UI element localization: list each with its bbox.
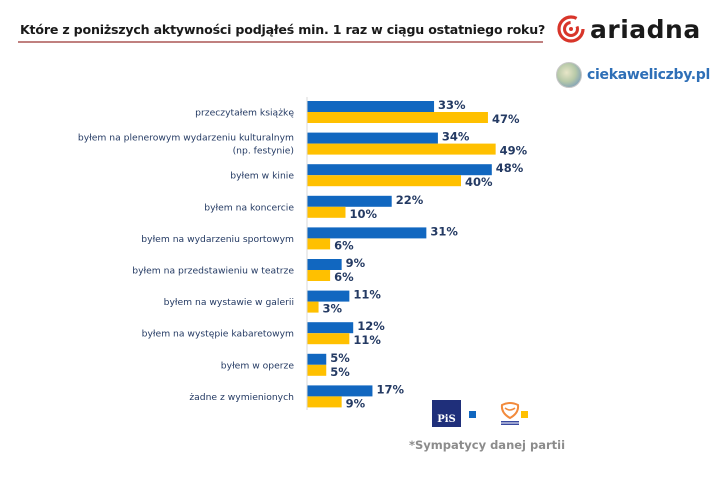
data-label: 11% xyxy=(353,288,381,302)
bar-po xyxy=(307,396,342,408)
bar-po xyxy=(307,143,496,155)
category-label-line: byłem na wystawie w galerii xyxy=(164,297,294,308)
data-label: 5% xyxy=(330,351,350,365)
data-label: 12% xyxy=(357,319,385,333)
category-label-line: (np. festynie) xyxy=(233,146,294,157)
category-label-line: byłem na koncercie xyxy=(204,202,294,213)
data-label: 9% xyxy=(346,396,366,410)
category-label: byłem w kinie xyxy=(230,171,294,182)
category-label: przeczytałem książkę xyxy=(195,108,294,119)
bar-po xyxy=(307,270,331,281)
ariadna-wordmark: ariadna xyxy=(590,14,701,44)
data-label: 5% xyxy=(330,365,350,379)
legend-swatch-pis xyxy=(469,411,476,418)
pis-logo-text: PiS xyxy=(437,414,456,425)
category-label-line: byłem na wydarzeniu sportowym xyxy=(141,234,294,245)
data-label: 47% xyxy=(492,112,520,126)
bar-pis xyxy=(307,322,354,334)
data-label: 40% xyxy=(465,175,493,189)
legend-swatch-po xyxy=(521,411,528,418)
pis-party-logo: PiS xyxy=(432,400,461,427)
category-label-line: byłem w kinie xyxy=(230,171,294,182)
category-label-line: byłem na przedstawieniu w teatrze xyxy=(132,266,294,277)
category-label: byłem na przedstawieniu w teatrze xyxy=(132,266,294,277)
data-label: 11% xyxy=(353,333,381,347)
ariadna-spiral-icon xyxy=(557,15,585,43)
data-label: 49% xyxy=(500,144,528,158)
category-label: byłem w operze xyxy=(221,360,295,371)
title-underline xyxy=(18,41,543,43)
bar-po xyxy=(307,364,327,376)
data-label: 34% xyxy=(442,130,470,144)
bar-pis xyxy=(307,353,327,365)
data-label: 6% xyxy=(334,270,354,284)
data-label: 9% xyxy=(346,256,366,270)
globe-icon xyxy=(556,62,582,88)
data-label: 6% xyxy=(334,238,354,252)
category-label: byłem na wystawie w galerii xyxy=(164,297,294,308)
footnote: *Sympatycy danej partii xyxy=(409,438,566,452)
bar-po xyxy=(307,238,331,250)
category-label: byłem na wydarzeniu sportowym xyxy=(141,234,294,245)
data-label: 3% xyxy=(323,302,343,316)
bar-pis xyxy=(307,385,373,397)
bar-po xyxy=(307,206,346,218)
category-label-line: przeczytałem książkę xyxy=(195,108,294,119)
bar-pis xyxy=(307,101,435,112)
bar-po xyxy=(307,175,461,187)
category-label: żadne z wymienionych xyxy=(189,392,294,403)
ciekaweliczby-wordmark: ciekaweliczby.pl xyxy=(587,67,711,83)
data-label: 10% xyxy=(350,207,378,221)
data-label: 17% xyxy=(376,382,404,396)
data-label: 33% xyxy=(438,98,466,112)
bar-pis xyxy=(307,259,342,270)
category-label-line: byłem w operze xyxy=(221,360,295,371)
ciekaweliczby-logo: ciekaweliczby.pl xyxy=(556,62,710,88)
bar-pis xyxy=(307,195,392,207)
bar-pis xyxy=(307,227,427,239)
category-label-line: żadne z wymienionych xyxy=(189,392,294,403)
ariadna-logo: ariadna xyxy=(556,14,701,44)
po-party-logo xyxy=(500,402,520,425)
data-label: 48% xyxy=(496,161,524,175)
bar-pis xyxy=(307,164,492,176)
category-label-line: byłem na występie kabaretowym xyxy=(142,329,294,340)
category-label: byłem na koncercie xyxy=(204,202,294,213)
bar-po xyxy=(307,333,350,345)
bar-po xyxy=(307,112,488,123)
data-label: 22% xyxy=(396,193,424,207)
chart-title: Które z poniższych aktywności podjąłeś m… xyxy=(20,22,546,37)
category-label-line: byłem na plenerowym wydarzeniu kulturaln… xyxy=(78,133,294,144)
bar-pis xyxy=(307,290,350,302)
category-label: byłem na występie kabaretowym xyxy=(142,329,294,340)
category-label: byłem na plenerowym wydarzeniu kulturaln… xyxy=(78,133,294,157)
bar-po xyxy=(307,301,319,313)
data-label: 31% xyxy=(430,224,458,238)
bar-pis xyxy=(307,132,438,144)
